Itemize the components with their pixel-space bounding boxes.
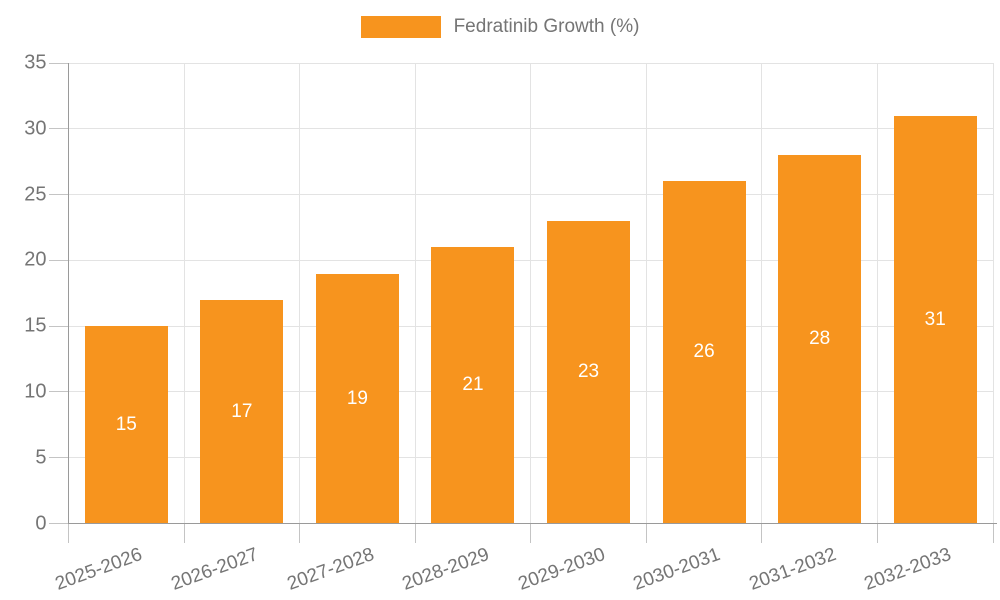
bar-value-label: 31 bbox=[924, 308, 946, 330]
x-gridline bbox=[992, 63, 994, 524]
bar bbox=[778, 155, 862, 524]
x-gridline bbox=[876, 63, 878, 524]
bar-value-label: 17 bbox=[231, 400, 253, 422]
x-axis-tick bbox=[761, 523, 763, 543]
bar bbox=[662, 181, 746, 524]
y-axis-tick bbox=[48, 391, 69, 393]
legend[interactable]: Fedratinib Growth (%) bbox=[0, 16, 1000, 38]
x-axis-label: 2031-2032 bbox=[746, 543, 839, 595]
y-axis-label: 10 bbox=[24, 380, 47, 403]
y-axis-tick bbox=[48, 259, 69, 261]
y-axis-tick bbox=[48, 62, 69, 64]
bar-value-label: 19 bbox=[346, 387, 368, 409]
bar bbox=[200, 299, 284, 524]
x-axis-tick bbox=[68, 523, 69, 543]
x-gridline bbox=[299, 63, 301, 524]
x-gridline bbox=[414, 63, 416, 524]
x-axis-label: 2028-2029 bbox=[399, 543, 493, 595]
y-axis-tick bbox=[48, 194, 69, 196]
bar-value-label: 23 bbox=[577, 361, 600, 383]
y-axis-label: 25 bbox=[24, 183, 47, 206]
bar-value-label: 26 bbox=[693, 341, 715, 363]
bar bbox=[84, 326, 168, 524]
x-gridline bbox=[645, 63, 647, 524]
x-axis-label: 2030-2031 bbox=[630, 543, 724, 595]
bar bbox=[431, 247, 515, 524]
x-axis-label: 2025-2026 bbox=[52, 543, 146, 595]
x-gridline bbox=[183, 63, 185, 524]
bar bbox=[893, 115, 977, 524]
bar bbox=[315, 273, 399, 524]
y-axis-label: 20 bbox=[24, 248, 47, 271]
x-axis-tick bbox=[530, 523, 532, 543]
y-axis-label: 30 bbox=[24, 117, 47, 140]
x-axis-label: 2026-2027 bbox=[168, 543, 262, 595]
y-axis-label: 5 bbox=[35, 446, 47, 469]
x-axis-tick bbox=[645, 523, 647, 543]
bar-value-label: 15 bbox=[115, 413, 137, 435]
legend-label[interactable]: Fedratinib Growth (%) bbox=[453, 16, 640, 37]
x-axis-tick bbox=[414, 523, 416, 543]
y-axis-label: 35 bbox=[24, 51, 47, 74]
x-axis-tick bbox=[992, 523, 994, 543]
y-axis-label: 15 bbox=[24, 314, 47, 337]
x-axis-tick bbox=[876, 523, 878, 543]
x-axis-label: 2027-2028 bbox=[284, 543, 377, 595]
y-axis-tick bbox=[48, 457, 69, 459]
x-axis-tick bbox=[299, 523, 301, 543]
y-axis-label: 0 bbox=[35, 512, 47, 534]
y-axis-line bbox=[68, 63, 69, 524]
x-gridline bbox=[530, 63, 532, 524]
x-gridline bbox=[761, 63, 763, 524]
x-axis-tick bbox=[183, 523, 185, 543]
bar-value-label: 21 bbox=[462, 374, 484, 396]
x-axis-label: 2032-2033 bbox=[861, 543, 955, 595]
x-axis-label: 2029-2030 bbox=[515, 543, 608, 595]
bar bbox=[547, 220, 631, 524]
y-axis-tick bbox=[48, 523, 69, 524]
x-axis-line bbox=[68, 523, 997, 524]
y-axis-tick bbox=[48, 128, 69, 130]
y-axis-tick bbox=[48, 325, 69, 327]
legend-swatch[interactable] bbox=[360, 16, 441, 38]
bar-value-label: 28 bbox=[809, 328, 831, 350]
